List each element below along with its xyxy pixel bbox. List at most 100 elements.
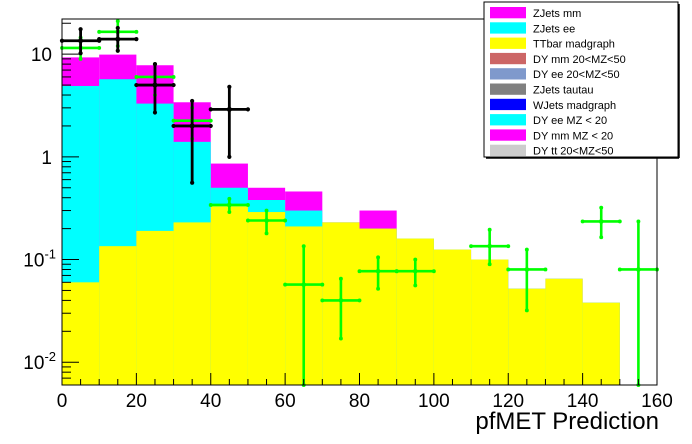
point-marker xyxy=(524,267,530,272)
histogram-bin xyxy=(210,206,248,385)
data-point xyxy=(469,227,511,267)
bar-cap xyxy=(152,62,158,67)
point-marker xyxy=(338,298,344,303)
bar-cap xyxy=(357,298,362,303)
point-marker xyxy=(227,202,232,208)
point-marker xyxy=(636,267,641,272)
bar-cap xyxy=(636,219,641,224)
bar-cap xyxy=(599,205,604,210)
legend-swatch xyxy=(490,22,526,34)
bar-cap xyxy=(134,29,139,34)
x-tick-label: 60 xyxy=(275,391,296,412)
legend-label: ZJets tautau xyxy=(533,85,594,97)
bar-cap xyxy=(487,227,492,232)
bar-cap xyxy=(78,27,83,32)
bar-cap xyxy=(208,203,213,207)
point-marker xyxy=(598,219,604,224)
bar-cap xyxy=(227,210,232,215)
bar-cap xyxy=(227,196,232,201)
bar-cap xyxy=(394,269,399,274)
x-axis-title: pfMET Prediction xyxy=(475,408,659,435)
bar-cap xyxy=(320,298,325,303)
point-marker xyxy=(189,123,195,129)
bar-cap xyxy=(134,37,139,42)
x-tick-label: 100 xyxy=(418,391,450,412)
y-tick-label: 1 xyxy=(41,148,52,169)
bar-cap xyxy=(264,208,269,213)
histogram-bin xyxy=(582,302,620,385)
bar-cap xyxy=(599,235,604,240)
histogram-bin xyxy=(62,282,100,385)
point-marker xyxy=(152,82,158,88)
bar-cap xyxy=(413,257,418,262)
legend-label: DY ee MZ < 20 xyxy=(533,115,607,127)
data-point xyxy=(97,25,139,53)
black-data-series xyxy=(59,25,251,185)
bar-cap xyxy=(190,98,195,104)
bar-cap xyxy=(376,255,381,260)
bar-cap xyxy=(617,219,622,224)
legend-label: DY ee 20<MZ<50 xyxy=(533,69,620,81)
bar-cap xyxy=(97,37,102,42)
bar-cap xyxy=(338,336,343,341)
data-point xyxy=(580,205,622,240)
bar-cap xyxy=(431,269,436,274)
bar-cap xyxy=(134,74,139,79)
legend-label: TTbar madgraph xyxy=(533,39,615,51)
histogram-bin xyxy=(247,212,286,385)
legend-label: DY mm MZ < 20 xyxy=(533,130,613,142)
bar-cap xyxy=(487,262,492,267)
legend-label: WJets madgraph xyxy=(533,100,616,112)
point-marker xyxy=(78,38,84,44)
bar-cap xyxy=(190,180,195,185)
x-tick-label: 120 xyxy=(492,391,524,412)
legend-swatch xyxy=(490,144,526,156)
bar-cap xyxy=(208,123,213,129)
bar-cap xyxy=(134,82,139,88)
histogram-bin xyxy=(471,259,509,385)
bar-cap xyxy=(617,267,622,272)
bar-cap xyxy=(338,276,343,281)
bar-cap xyxy=(580,219,585,224)
point-marker xyxy=(264,218,269,223)
histogram-bin xyxy=(359,228,397,385)
histogram-bin xyxy=(433,249,472,385)
legend: ZJets mm ZJets ee TTbar madgraph DY mm 20<M… xyxy=(483,1,680,159)
data-point xyxy=(208,84,251,159)
bar-cap xyxy=(171,118,176,123)
legend-label: DY mm 20<MZ<50 xyxy=(533,54,626,66)
y-tick-label: 10 xyxy=(31,45,52,66)
bar-cap xyxy=(283,218,288,223)
bar-cap xyxy=(506,244,511,249)
bar-cap xyxy=(227,154,232,159)
bar-cap xyxy=(115,25,120,31)
y-tick-label: 10-2 xyxy=(23,349,56,374)
legend-label: ZJets mm xyxy=(533,8,581,20)
bar-cap xyxy=(208,118,213,123)
bar-cap xyxy=(171,82,176,88)
bar-cap xyxy=(506,267,511,272)
data-point xyxy=(320,276,362,341)
data-point xyxy=(245,208,288,236)
histogram-bin xyxy=(173,222,211,385)
legend-swatch xyxy=(490,7,526,19)
point-marker xyxy=(301,282,307,287)
histogram-bin xyxy=(99,246,137,385)
bar-cap xyxy=(245,218,250,223)
legend-swatch xyxy=(490,83,526,95)
bar-cap xyxy=(171,123,176,129)
legend-swatch xyxy=(490,37,526,49)
bar-cap xyxy=(171,74,176,79)
legend-swatch xyxy=(490,114,526,126)
x-tick-label: 40 xyxy=(200,391,221,412)
legend-label: DY tt 20<MZ<50 xyxy=(533,146,614,158)
bar-cap xyxy=(264,231,269,236)
point-marker xyxy=(412,268,418,274)
data-point xyxy=(134,62,176,115)
x-tick-label: 0 xyxy=(57,391,68,412)
point-marker xyxy=(487,243,492,249)
legend-swatch xyxy=(490,129,526,141)
data-point xyxy=(171,98,213,185)
bar-cap xyxy=(97,29,102,34)
